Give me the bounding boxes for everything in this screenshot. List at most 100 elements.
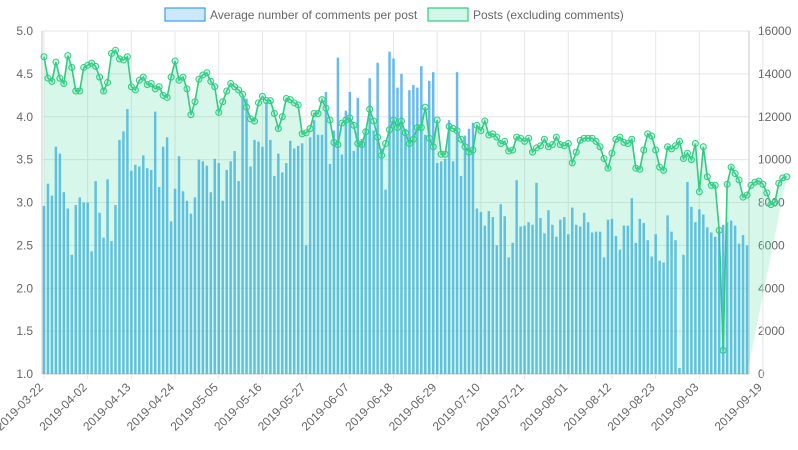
point-posts bbox=[433, 116, 441, 124]
bar-comments bbox=[463, 135, 467, 374]
bar-comments bbox=[559, 219, 562, 374]
y-left-tick-label: 5.0 bbox=[16, 24, 33, 38]
bar-comments bbox=[690, 206, 693, 374]
bar-comments bbox=[412, 85, 415, 375]
point-posts bbox=[675, 137, 683, 145]
bar-comments bbox=[94, 181, 97, 374]
point-posts bbox=[727, 163, 735, 171]
point-posts bbox=[382, 140, 390, 148]
bar-comments bbox=[483, 225, 487, 374]
point-posts bbox=[96, 73, 104, 81]
point-posts bbox=[624, 140, 632, 148]
bar-comments bbox=[729, 220, 733, 374]
y-right-tick-label: 12000 bbox=[758, 110, 792, 124]
bar-comments bbox=[62, 192, 66, 374]
y-left-tick-label: 2.0 bbox=[16, 281, 33, 295]
point-posts bbox=[131, 86, 139, 94]
bar-comments bbox=[78, 197, 81, 374]
bar-comments bbox=[368, 78, 371, 374]
point-posts bbox=[334, 141, 342, 149]
bar-comments bbox=[300, 143, 304, 374]
bar-comments bbox=[157, 187, 161, 374]
bar-comments bbox=[439, 161, 443, 374]
x-tick-label: 2019-09-03 bbox=[648, 380, 702, 434]
point-posts bbox=[628, 135, 636, 143]
point-posts bbox=[552, 133, 560, 141]
y-left-tick-label: 3.0 bbox=[16, 196, 33, 210]
bar-comments bbox=[606, 219, 610, 374]
point-posts bbox=[525, 134, 533, 142]
bar-comments bbox=[698, 209, 701, 374]
bar-comments bbox=[745, 245, 749, 374]
bar-comments bbox=[714, 236, 717, 374]
point-posts bbox=[401, 129, 409, 137]
bar-comments bbox=[209, 192, 213, 374]
point-posts bbox=[731, 170, 739, 178]
bar-comments bbox=[360, 139, 363, 374]
point-posts bbox=[719, 346, 727, 354]
bar-comments bbox=[46, 183, 50, 374]
bar-comments bbox=[618, 249, 622, 374]
bar-comments bbox=[153, 111, 157, 374]
legend-swatch bbox=[427, 7, 469, 22]
point-posts bbox=[266, 97, 274, 105]
bar-comments bbox=[455, 72, 459, 374]
bar-comments bbox=[348, 91, 352, 374]
bar-comments bbox=[106, 179, 109, 374]
bar-comments bbox=[586, 222, 590, 374]
point-posts bbox=[366, 105, 374, 113]
bar-comments bbox=[102, 237, 105, 374]
point-posts bbox=[660, 166, 668, 174]
legend-label: Posts (excluding comments) bbox=[473, 8, 624, 22]
bar-comments bbox=[296, 145, 300, 374]
point-posts bbox=[536, 142, 544, 150]
point-posts bbox=[421, 103, 429, 111]
point-posts bbox=[481, 117, 489, 125]
bar-comments bbox=[531, 224, 534, 374]
point-posts bbox=[417, 123, 425, 131]
bar-comments bbox=[364, 129, 367, 374]
bar-comments bbox=[197, 159, 201, 374]
point-posts bbox=[405, 140, 413, 148]
point-posts bbox=[604, 164, 612, 172]
bar-comments bbox=[328, 163, 332, 374]
bar-comments bbox=[487, 211, 491, 374]
point-posts bbox=[155, 83, 163, 91]
point-posts bbox=[203, 69, 211, 77]
area-posts-fill bbox=[43, 50, 787, 374]
bar-comments bbox=[122, 131, 125, 374]
point-posts bbox=[60, 80, 68, 88]
bar-comments bbox=[66, 208, 70, 374]
point-posts bbox=[254, 99, 262, 107]
bar-comments bbox=[694, 222, 697, 374]
point-posts bbox=[56, 74, 64, 82]
legend-swatch bbox=[164, 7, 206, 22]
y-right-tick-label: 10000 bbox=[758, 153, 792, 167]
point-posts bbox=[358, 141, 366, 149]
bar-comments bbox=[149, 169, 153, 374]
bar-comments bbox=[459, 175, 463, 374]
bar-comments bbox=[475, 208, 479, 374]
bar-comments bbox=[308, 137, 312, 374]
bar-comments bbox=[50, 195, 54, 374]
bar-comments bbox=[610, 218, 614, 374]
point-posts bbox=[759, 180, 767, 188]
bar-comments bbox=[443, 158, 447, 374]
bar-comments bbox=[134, 164, 137, 374]
point-posts bbox=[322, 104, 330, 112]
point-posts bbox=[513, 133, 521, 141]
bar-comments bbox=[388, 51, 391, 374]
point-posts bbox=[386, 126, 394, 134]
y-right-tick-label: 16000 bbox=[758, 24, 792, 38]
bar-comments bbox=[169, 221, 173, 374]
bar-comments bbox=[241, 97, 244, 374]
point-posts bbox=[695, 188, 703, 196]
point-posts bbox=[564, 140, 572, 148]
point-posts bbox=[636, 165, 644, 173]
bar-comments bbox=[304, 245, 308, 374]
bar-comments bbox=[193, 197, 197, 374]
point-posts bbox=[505, 147, 513, 155]
bar-comments bbox=[82, 202, 85, 374]
point-posts bbox=[139, 73, 147, 81]
